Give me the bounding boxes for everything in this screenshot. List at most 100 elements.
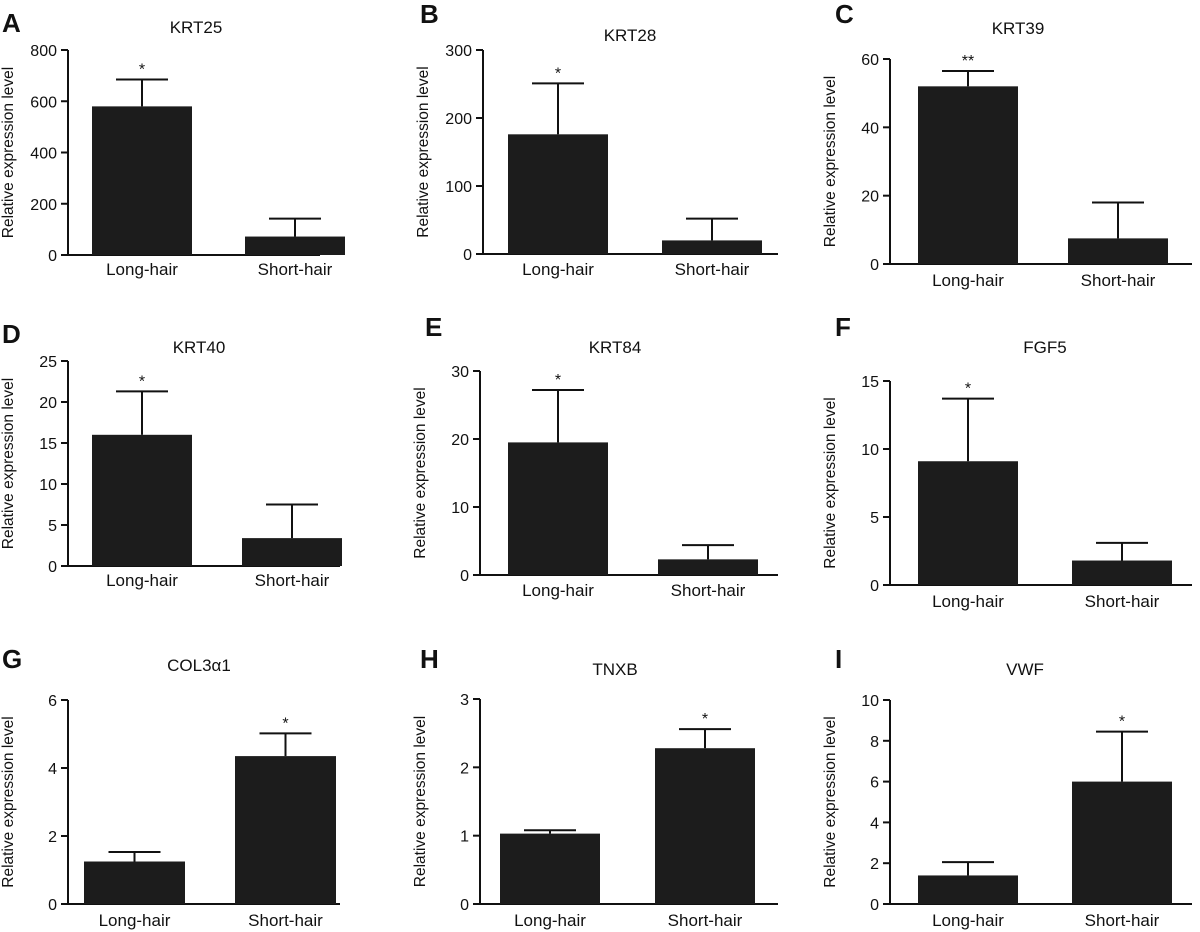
- y-tick-label: 60: [861, 52, 879, 69]
- category-label: Long-hair: [932, 911, 1004, 930]
- significance-mark: *: [555, 372, 561, 389]
- y-tick-label: 20: [39, 395, 57, 412]
- y-axis-label: Relative expression level: [822, 716, 839, 887]
- panel-letter: E: [425, 312, 442, 342]
- y-tick-label: 20: [861, 189, 879, 206]
- significance-mark: *: [1119, 714, 1125, 731]
- y-tick-label: 2: [48, 829, 57, 846]
- significance-mark: *: [282, 715, 288, 732]
- bar-short-hair: [235, 756, 336, 904]
- chart-title: KRT28: [604, 26, 657, 45]
- y-axis-label: Relative expression level: [412, 716, 429, 887]
- significance-mark: *: [965, 381, 971, 398]
- y-axis-label: Relative expression level: [0, 67, 17, 238]
- chart-title: FGF5: [1023, 338, 1066, 357]
- category-label: Short-hair: [675, 260, 750, 279]
- category-label: Short-hair: [1085, 592, 1160, 611]
- y-axis-label: Relative expression level: [0, 378, 17, 549]
- y-tick-label: 10: [39, 477, 57, 494]
- y-axis-label: Relative expression level: [415, 66, 432, 237]
- y-tick-label: 40: [861, 120, 879, 137]
- y-tick-label: 0: [460, 897, 469, 914]
- category-label: Long-hair: [99, 911, 171, 930]
- bar-long-hair: [918, 461, 1018, 585]
- category-label: Long-hair: [522, 260, 594, 279]
- category-label: Short-hair: [668, 911, 743, 930]
- y-tick-label: 10: [861, 442, 879, 459]
- y-tick-label: 600: [30, 94, 57, 111]
- y-tick-label: 400: [30, 146, 57, 163]
- chart-title: TNXB: [592, 660, 637, 679]
- category-label: Short-hair: [248, 911, 323, 930]
- chart-title: KRT39: [992, 19, 1045, 38]
- y-tick-label: 0: [870, 897, 879, 914]
- y-tick-label: 20: [451, 432, 469, 449]
- bar-short-hair: [658, 559, 758, 575]
- significance-mark: **: [962, 53, 974, 70]
- category-label: Short-hair: [258, 260, 333, 279]
- panel-g: G COL3α1 Relative expression level 0 2 4 6 Long…: [0, 644, 340, 930]
- bar-short-hair: [1072, 781, 1172, 904]
- y-tick-label: 2: [460, 760, 469, 777]
- y-tick-label: 0: [463, 247, 472, 264]
- bar-short-hair: [1072, 560, 1172, 585]
- bar-long-hair: [508, 442, 608, 575]
- chart-title: VWF: [1006, 660, 1044, 679]
- panel-letter: F: [835, 312, 851, 342]
- y-tick-label: 15: [39, 436, 57, 453]
- panel-letter: H: [420, 644, 439, 674]
- y-tick-label: 0: [48, 897, 57, 914]
- y-tick-label: 10: [861, 693, 879, 710]
- chart-title: COL3α1: [167, 656, 231, 675]
- y-tick-label: 200: [445, 111, 472, 128]
- category-label: Long-hair: [514, 911, 586, 930]
- y-tick-label: 0: [48, 559, 57, 576]
- significance-mark: *: [555, 65, 561, 82]
- significance-mark: *: [139, 373, 145, 390]
- bar-short-hair: [655, 748, 755, 904]
- y-tick-label: 30: [451, 364, 469, 381]
- bar-short-hair: [662, 240, 762, 254]
- bar-long-hair: [84, 861, 185, 904]
- category-label: Long-hair: [106, 260, 178, 279]
- panel-c: C KRT39 Relative expression level 0 20 40 60 **…: [822, 0, 1192, 290]
- category-label: Long-hair: [106, 571, 178, 590]
- y-tick-label: 0: [870, 257, 879, 274]
- y-tick-label: 5: [870, 510, 879, 527]
- category-label: Long-hair: [932, 271, 1004, 290]
- y-tick-label: 6: [870, 775, 879, 792]
- y-tick-label: 3: [460, 692, 469, 709]
- chart-title: KRT84: [589, 338, 642, 357]
- bar-long-hair: [508, 134, 608, 254]
- y-axis-label: Relative expression level: [0, 716, 17, 887]
- y-tick-label: 4: [48, 761, 57, 778]
- y-tick-label: 4: [870, 815, 879, 832]
- bar-short-hair: [245, 236, 345, 255]
- y-tick-label: 200: [30, 197, 57, 214]
- bar-short-hair: [242, 538, 342, 566]
- panel-letter: C: [835, 0, 854, 29]
- category-label: Short-hair: [1085, 911, 1160, 930]
- y-axis-label: Relative expression level: [822, 397, 839, 568]
- panel-a: A KRT25 Relative expression level 0 200 400 60…: [0, 8, 345, 279]
- chart-title: KRT25: [170, 18, 223, 37]
- panel-letter: A: [2, 8, 21, 38]
- panel-h: H TNXB Relative expression level 0 1 2 3 Long-h…: [412, 644, 778, 930]
- y-tick-label: 0: [48, 248, 57, 265]
- y-tick-label: 100: [445, 179, 472, 196]
- y-axis-label: Relative expression level: [412, 387, 429, 558]
- y-tick-label: 300: [445, 43, 472, 60]
- y-tick-label: 5: [48, 518, 57, 535]
- bar-long-hair: [918, 86, 1018, 264]
- bar-long-hair: [500, 833, 600, 904]
- y-tick-label: 800: [30, 43, 57, 60]
- panel-letter: I: [835, 644, 842, 674]
- y-tick-label: 10: [451, 500, 469, 517]
- y-tick-label: 2: [870, 856, 879, 873]
- panel-e: E KRT84 Relative expression level 0 10 20 30 * L…: [412, 312, 778, 600]
- bar-long-hair: [92, 106, 192, 255]
- y-tick-label: 6: [48, 693, 57, 710]
- panel-b: B KRT28 Relative expression level 0 100 200 30…: [415, 0, 778, 279]
- chart-title: KRT40: [173, 338, 226, 357]
